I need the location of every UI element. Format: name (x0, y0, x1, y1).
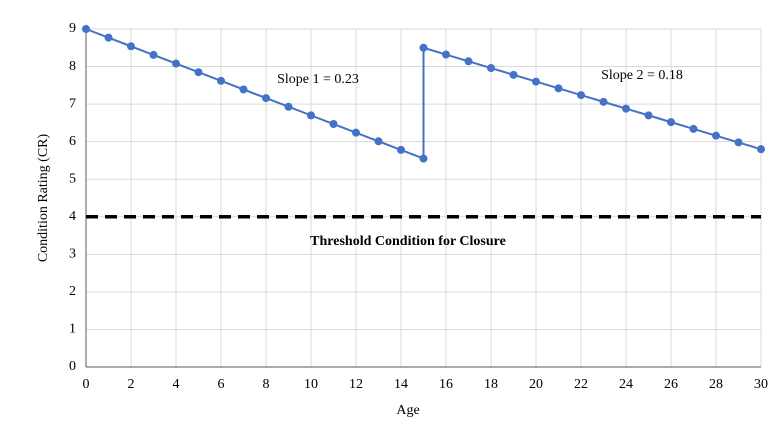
x-tick-label: 4 (173, 377, 180, 392)
data-point (194, 68, 203, 77)
data-point (239, 85, 248, 94)
y-tick-label: 4 (69, 209, 76, 224)
data-point (712, 131, 720, 140)
data-point (419, 43, 428, 52)
y-tick-label: 6 (69, 134, 76, 149)
x-tick-label: 16 (439, 377, 453, 392)
data-point (172, 59, 180, 68)
x-axis-label: Age (396, 403, 419, 418)
x-tick-label: 26 (664, 377, 678, 392)
data-point (397, 145, 405, 154)
x-tick-label: 22 (574, 377, 588, 392)
data-point (374, 137, 383, 146)
x-tick-label: 24 (619, 377, 633, 392)
y-tick-label: 7 (69, 96, 76, 111)
data-point (667, 118, 675, 127)
x-tick-label: 6 (218, 377, 225, 392)
x-tick-label: 28 (709, 377, 723, 392)
data-point (82, 25, 90, 33)
data-point (487, 64, 495, 73)
data-point (149, 50, 158, 59)
data-point (217, 76, 225, 85)
data-point (689, 124, 698, 133)
y-tick-label: 9 (69, 21, 76, 36)
annotation: Slope 1 = 0.23 (277, 72, 359, 87)
x-tick-label: 18 (484, 377, 498, 392)
x-tick-label: 12 (349, 377, 363, 392)
data-point (329, 120, 338, 129)
x-tick-label: 2 (128, 377, 135, 392)
data-point (554, 84, 563, 93)
data-point (127, 42, 135, 51)
y-tick-label: 5 (69, 171, 76, 186)
x-tick-label: 30 (754, 377, 768, 392)
y-tick-label: 8 (69, 59, 76, 74)
annotation: Slope 2 = 0.18 (601, 68, 683, 83)
data-point (577, 91, 585, 100)
y-tick-label: 3 (69, 247, 76, 262)
data-point (284, 102, 293, 111)
data-point (734, 138, 743, 147)
x-tick-label: 10 (304, 377, 318, 392)
x-tick-label: 14 (394, 377, 408, 392)
data-point (599, 97, 608, 106)
annotation: Threshold Condition for Closure (310, 234, 506, 249)
data-point (419, 154, 428, 163)
y-axis-label: Condition Rating (CR) (36, 133, 51, 262)
data-point (352, 128, 360, 137)
data-point (262, 94, 270, 103)
data-point (644, 111, 653, 120)
data-point (509, 70, 518, 79)
data-point (464, 57, 473, 66)
x-tick-label: 20 (529, 377, 543, 392)
x-tick-label: 0 (83, 377, 90, 392)
data-point (307, 111, 315, 120)
data-point (532, 77, 540, 86)
y-tick-label: 0 (69, 359, 76, 374)
x-tick-label: 8 (263, 377, 270, 392)
data-point (757, 145, 765, 154)
data-point (622, 104, 630, 113)
y-tick-label: 2 (69, 284, 76, 299)
data-point (104, 33, 113, 42)
data-point (442, 50, 450, 59)
y-tick-label: 1 (69, 322, 76, 337)
